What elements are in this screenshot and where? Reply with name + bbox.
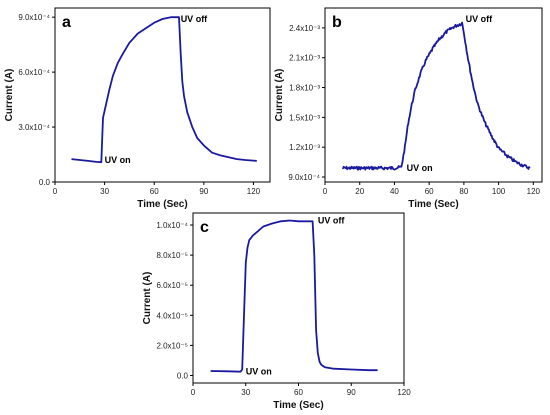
x-tick-label: 0 <box>191 388 196 397</box>
panel-c: c 0 30 60 90 120 0.0 2.0x10⁻⁵ 4.0x10⁻⁵ 6.0x10⁻⁵ 8.… <box>142 212 411 411</box>
series-0-line <box>71 16 257 164</box>
x-tick-label: 60 <box>294 388 303 397</box>
y-tick-label: 8.0x10⁻⁵ <box>156 251 188 260</box>
x-tick-label: 20 <box>355 187 364 196</box>
y-tick-label: 9.0x10⁻⁴ <box>18 13 50 22</box>
y-axis-label: Current (A) <box>274 69 285 122</box>
x-tick-label: 60 <box>150 187 159 196</box>
y-tick-label: 4.0x10⁻⁵ <box>156 311 188 320</box>
x-tick-label: 30 <box>100 187 109 196</box>
y-tick-label: 0.0 <box>39 178 51 187</box>
annotation-label: UV on <box>407 163 433 173</box>
y-tick-label: 6.0x10⁻⁴ <box>18 68 50 77</box>
panel-letter: c <box>200 219 209 236</box>
x-tick-label: 60 <box>425 187 434 196</box>
x-axis-label: Time (Sec) <box>137 199 187 210</box>
x-tick-label: 0 <box>53 187 58 196</box>
plot-frame <box>54 7 271 183</box>
x-tick-label: 90 <box>199 187 208 196</box>
annotation-label: UV on <box>105 155 131 165</box>
annotation-label: UV off <box>318 216 345 226</box>
panel-letter: b <box>332 14 342 31</box>
y-tick-label: 6.0x10⁻⁵ <box>156 281 188 290</box>
x-axis-label: Time (Sec) <box>273 400 323 411</box>
x-tick-label: 0 <box>323 187 328 196</box>
annotation-label: UV on <box>246 367 272 377</box>
x-tick-label: 80 <box>459 187 468 196</box>
x-tick-label: 100 <box>492 187 506 196</box>
y-tick-label: 1.8x10⁻³ <box>289 84 320 93</box>
x-tick-label: 40 <box>390 187 399 196</box>
x-axis-label: Time (Sec) <box>408 199 458 210</box>
series-0-line <box>210 219 378 373</box>
panel-a: a 0 30 60 90 120 0.0 3.0x10⁻⁴ 6.0x10⁻⁴ 9.0x10⁻⁴ Ti… <box>4 7 271 210</box>
y-tick-label: 0.0 <box>177 371 189 380</box>
annotation-label: UV off <box>181 14 208 24</box>
x-tick-label: 120 <box>527 187 541 196</box>
y-axis-label: Current (A) <box>4 69 15 122</box>
annotation-label: UV off <box>466 14 493 24</box>
panel-letter: a <box>62 14 71 31</box>
series-0-line <box>342 21 531 171</box>
y-tick-label: 1.5x10⁻³ <box>289 113 320 122</box>
y-tick-label: 9.0x10⁻⁴ <box>288 173 320 182</box>
x-tick-label: 120 <box>247 187 261 196</box>
panel-b: b 0 20 40 60 80 100 120 9.0x10⁻⁴ 1.2x10⁻³ 1.5x10⁻³… <box>274 7 543 210</box>
y-tick-label: 3.0x10⁻⁴ <box>18 123 50 132</box>
y-tick-label: 2.4x10⁻³ <box>289 24 320 33</box>
y-tick-label: 2.1x10⁻³ <box>289 54 320 63</box>
plot-frame <box>324 7 543 183</box>
y-axis-label: Current (A) <box>142 272 153 325</box>
y-tick-label: 1.2x10⁻³ <box>289 143 320 152</box>
x-tick-label: 120 <box>397 388 411 397</box>
plot-frame <box>192 212 405 384</box>
x-tick-label: 90 <box>347 388 356 397</box>
x-tick-label: 30 <box>241 388 250 397</box>
y-tick-label: 2.0x10⁻⁵ <box>156 341 188 350</box>
y-tick-label: 1.0x10⁻⁴ <box>156 221 188 230</box>
